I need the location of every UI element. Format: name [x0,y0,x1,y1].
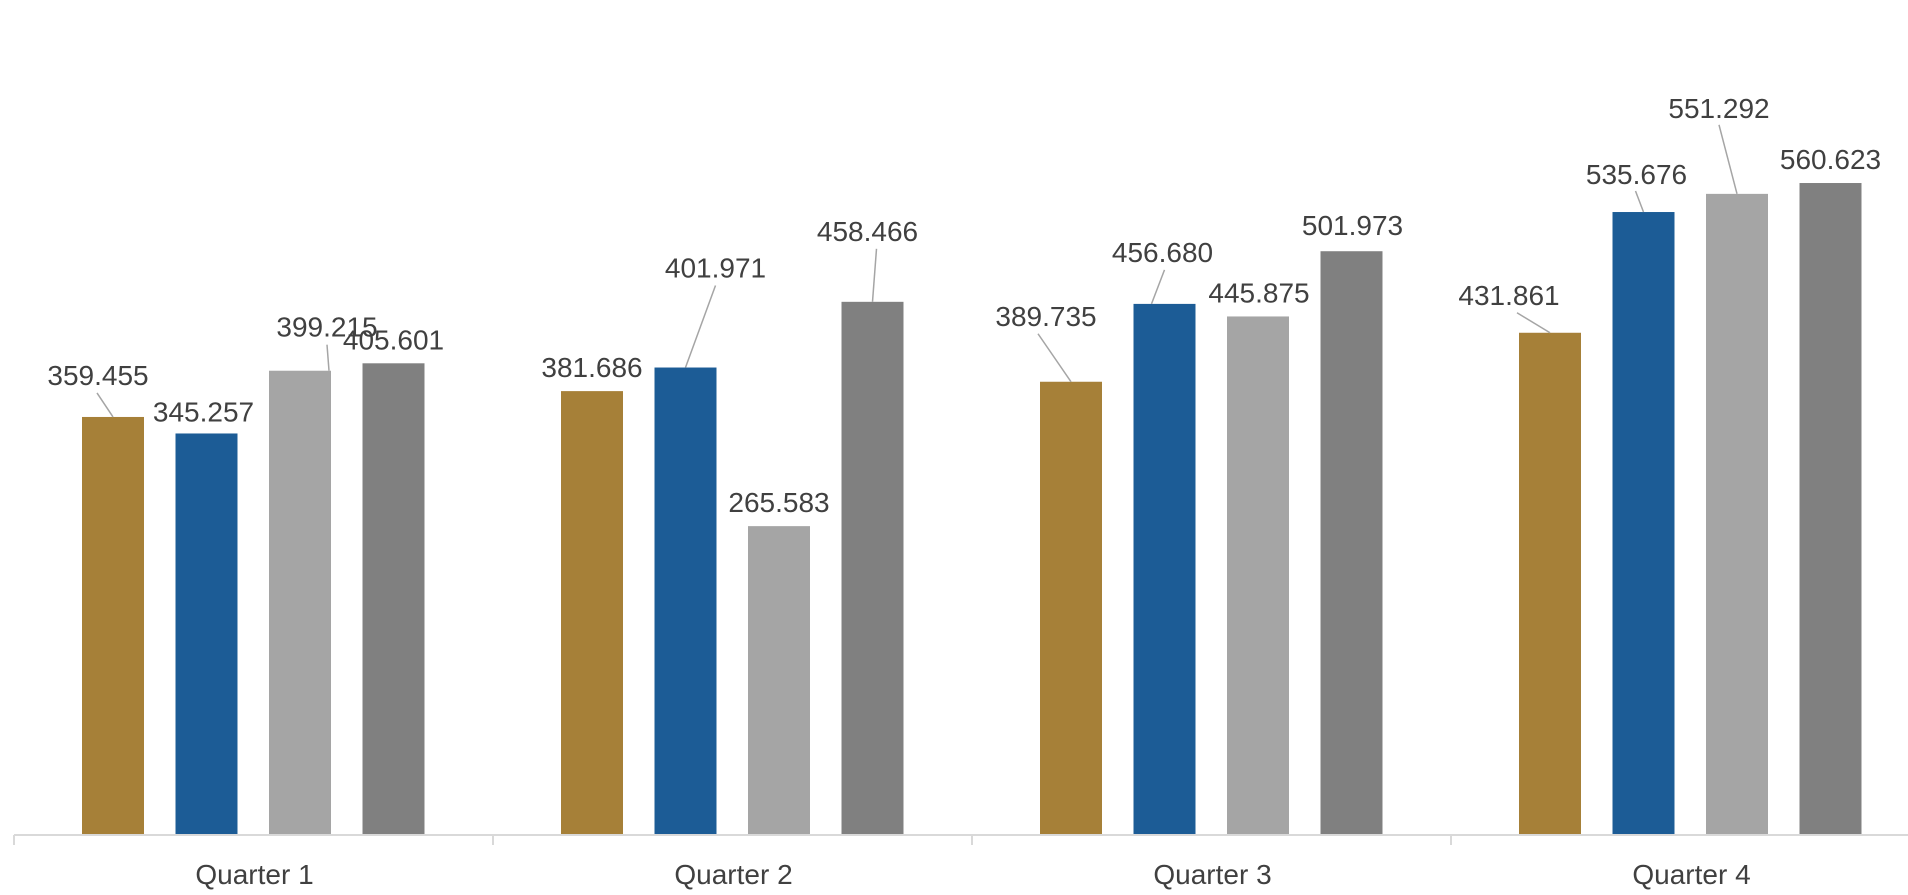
bar-3-series-2 [1133,303,1196,836]
bar-2-series-1 [561,391,623,835]
bar-4-series-2 [1612,212,1675,835]
leader-line-1-series-3 [326,344,330,371]
bar-1-series-4 [362,363,425,835]
bar-3-series-4 [1320,251,1383,836]
x-axis: Quarter 1 Quarter 2 Quarter 3 Quarter 4 [13,834,1908,890]
bar-4-series-1 [1519,332,1581,835]
data-label-2-series-1: 381.686 [541,352,642,383]
leader-lines [96,124,1738,418]
data-label-3-series-3: 445.875 [1208,277,1309,308]
bar-1-series-3 [269,370,331,835]
data-label-2-series-2: 401.971 [665,253,766,284]
bar-2-series-2 [654,367,717,835]
data-label-4-series-1: 431.861 [1458,280,1559,311]
x-tick-label-2: Quarter 2 [674,859,792,890]
data-label-2-series-4: 458.466 [817,216,918,247]
bar-1-series-1 [82,416,144,835]
leader-line-2-series-4 [871,248,878,302]
bars-layer [82,183,1862,836]
data-label-3-series-1: 389.735 [995,301,1096,332]
x-tick-label-1: Quarter 1 [195,859,313,890]
bar-2-series-4 [841,301,904,835]
data-label-3-series-2: 456.680 [1112,237,1213,268]
leader-line-2-series-2 [684,285,717,368]
leader-line-3-series-1 [1037,333,1072,383]
leader-line-4-series-3 [1718,124,1738,195]
data-label-1-series-3: 399.215 [276,312,377,343]
bar-3-series-3 [1227,316,1289,835]
data-label-3-series-4: 501.973 [1302,210,1403,241]
data-label-1-series-1: 359.455 [47,360,148,391]
leader-line-4-series-2 [1634,190,1645,213]
bar-3-series-1 [1040,381,1102,835]
leader-line-1-series-1 [96,392,114,418]
bar-1-series-2 [175,433,238,835]
data-label-2-series-3: 265.583 [728,487,829,518]
data-label-1-series-2: 345.257 [153,396,254,427]
x-tick-label-4: Quarter 4 [1632,859,1750,890]
data-label-4-series-2: 535.676 [1586,159,1687,190]
data-label-1-series-4: 405.601 [343,324,444,355]
data-label-4-series-4: 560.623 [1780,144,1881,175]
bar-4-series-3 [1706,193,1768,836]
bar-4-series-4 [1799,183,1862,836]
data-label-4-series-3: 551.292 [1668,93,1769,124]
x-tick-label-3: Quarter 3 [1153,859,1271,890]
leader-line-4-series-1 [1516,312,1551,334]
leader-line-3-series-2 [1150,269,1166,305]
bar-2-series-3 [748,526,810,835]
